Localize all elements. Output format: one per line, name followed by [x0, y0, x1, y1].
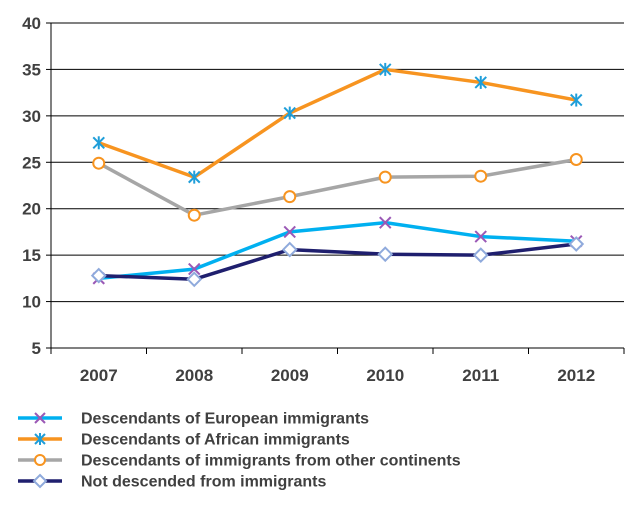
- legend-label: Not descended from immigrants: [81, 474, 326, 491]
- legend-item: Not descended from immigrants: [18, 474, 326, 491]
- data-point-marker: [379, 216, 392, 229]
- series-1: [98, 67, 577, 179]
- data-point-marker: [474, 169, 488, 183]
- data-point-marker: [34, 454, 46, 466]
- data-point-marker: [570, 93, 583, 107]
- series-line: [98, 242, 577, 282]
- axes: 5 10 15 20 25 30 35 40 2007 2008 2009 2010 2011 2012: [22, 14, 625, 385]
- data-point-marker: [32, 473, 48, 489]
- data-point-marker: [569, 153, 583, 166]
- y-tick-label: 25: [22, 153, 41, 172]
- x-tick-label: 2009: [271, 366, 309, 385]
- data-point-marker: [474, 75, 487, 89]
- x-tick-label: 2011: [462, 366, 499, 385]
- data-point-marker: [187, 208, 201, 222]
- series-line: [98, 220, 577, 281]
- series-markers-1: [92, 62, 583, 184]
- data-point-marker: [186, 271, 203, 288]
- series-line: [98, 67, 577, 179]
- data-point-marker: [90, 267, 107, 284]
- data-point-marker: [188, 262, 201, 276]
- data-point-marker: [92, 156, 106, 170]
- y-tick-label: 15: [22, 246, 41, 265]
- series-2: [97, 157, 577, 217]
- y-tick-label: 10: [22, 293, 41, 312]
- data-point-marker: [568, 236, 585, 252]
- grid-lines: [51, 22, 624, 303]
- data-point-marker: [92, 136, 105, 150]
- x-tick-label: 2007: [80, 366, 118, 385]
- data-point-marker: [283, 106, 296, 120]
- x-tick-label: 2008: [175, 366, 213, 385]
- legend-label: Descendants of immigrants from other con…: [81, 453, 461, 470]
- data-point-marker: [472, 247, 489, 264]
- legend-label: Descendants of African immigrants: [81, 432, 350, 449]
- series-markers-3: [90, 236, 585, 288]
- y-tick-label: 30: [22, 107, 41, 126]
- data-series: [90, 62, 585, 288]
- y-tick-label: 5: [32, 339, 41, 358]
- legend-item: Descendants of immigrants from other con…: [18, 453, 461, 470]
- series-3: [98, 242, 577, 282]
- y-tick-label: 20: [22, 200, 41, 219]
- data-point-marker: [377, 246, 394, 263]
- data-point-marker: [378, 170, 392, 184]
- data-point-marker: [283, 190, 297, 204]
- legend-item: Descendants of European immigrants: [18, 411, 369, 428]
- legend-item: Descendants of African immigrants: [18, 432, 350, 449]
- data-point-marker: [379, 62, 392, 76]
- series-line: [97, 157, 577, 217]
- data-point-marker: [34, 412, 46, 424]
- legend-label: Descendants of European immigrants: [81, 411, 369, 428]
- data-point-marker: [34, 433, 46, 445]
- y-tick-label: 40: [22, 14, 41, 33]
- data-point-marker: [283, 225, 296, 239]
- x-tick-label: 2010: [366, 366, 404, 385]
- data-point-marker: [188, 170, 201, 184]
- data-point-marker: [474, 230, 487, 243]
- legend: Descendants of European immigrants Descen…: [18, 411, 461, 491]
- x-tick-label: 2012: [557, 366, 595, 385]
- series-markers-2: [92, 153, 583, 222]
- series-0: [98, 220, 577, 281]
- data-point-marker: [281, 241, 298, 258]
- y-tick-label: 35: [22, 60, 41, 79]
